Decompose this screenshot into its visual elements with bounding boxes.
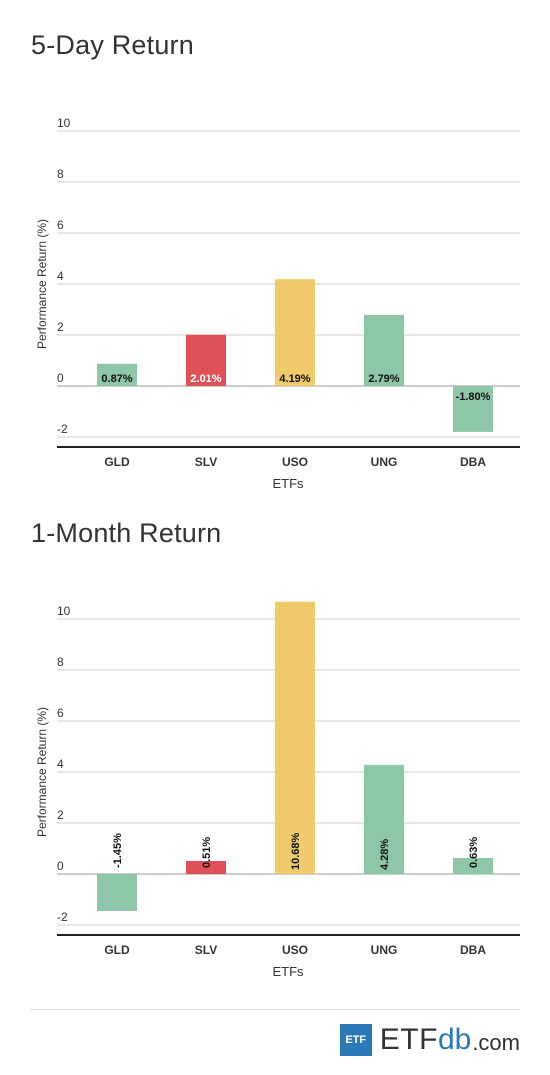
bar-slv	[186, 860, 226, 874]
etfdb-logo-mark: ETF	[339, 1024, 372, 1056]
data-label: -1.80%	[456, 391, 491, 403]
data-label: 2.01%	[190, 373, 221, 385]
etfdb-logo-etf: ETF	[379, 1023, 438, 1056]
etfdb-logo[interactable]: ETF ETF db .com	[339, 1022, 520, 1058]
bar-uso	[275, 601, 315, 874]
data-label: 0.87%	[101, 373, 132, 385]
bar-dba	[453, 857, 493, 874]
x-tick-label: UNG	[371, 943, 398, 957]
footer-divider	[30, 1009, 520, 1010]
chart-5-day-plot: 10 8 6 4 2 0 -2 0.87% GLD 2.01% SLV 4.19% USO 2.79% UN…	[35, 116, 520, 491]
y-tick-label: 6	[57, 706, 64, 720]
x-tick-label: DBA	[460, 943, 486, 957]
data-label: 4.19%	[279, 373, 310, 385]
x-tick-label: DBA	[460, 455, 486, 469]
x-tick-label: USO	[282, 943, 308, 957]
y-tick-label: 6	[57, 218, 64, 232]
data-label: 10.68%	[290, 832, 302, 870]
y-tick-label: 2	[57, 320, 64, 334]
y-axis-title: Performance Return (%)	[35, 707, 49, 837]
bar-ung	[364, 764, 404, 874]
bar-slv	[186, 334, 226, 386]
y-tick-label: 2	[57, 808, 64, 822]
y-tick-label: 0	[57, 371, 64, 385]
y-tick-label: 0	[57, 859, 64, 873]
y-tick-label: 8	[57, 167, 64, 181]
data-label: 0.63%	[468, 837, 480, 868]
bar-gld	[97, 874, 137, 911]
x-tick-label: GLD	[104, 943, 130, 957]
chart-title-1-month: 1-Month Return	[31, 518, 222, 548]
etfdb-logo-db: db	[437, 1023, 472, 1056]
x-tick-label: SLV	[195, 455, 217, 469]
y-tick-label: 10	[57, 604, 71, 618]
data-label: 2.79%	[368, 373, 399, 385]
data-label: 4.28%	[379, 839, 391, 870]
y-tick-label: 4	[57, 757, 64, 771]
x-tick-label: USO	[282, 455, 308, 469]
y-tick-label: -2	[57, 910, 68, 924]
y-tick-label: 10	[57, 116, 71, 130]
x-tick-label: SLV	[195, 943, 217, 957]
y-tick-label: -2	[57, 422, 68, 436]
data-label: 0.51%	[201, 837, 213, 868]
x-axis-title: ETFs	[272, 964, 304, 979]
x-axis-title: ETFs	[272, 476, 304, 491]
y-tick-label: 8	[57, 655, 64, 669]
x-tick-label: GLD	[104, 455, 130, 469]
chart-title-5-day: 5-Day Return	[31, 30, 194, 60]
y-tick-label: 4	[57, 269, 64, 283]
bar-uso	[275, 279, 315, 386]
y-axis-title: Performance Return (%)	[35, 219, 49, 349]
bar-gld	[97, 363, 137, 386]
x-tick-label: UNG	[371, 455, 398, 469]
bar-ung	[364, 314, 404, 386]
bar-dba	[453, 386, 493, 432]
data-label: -1.45%	[112, 833, 124, 868]
etfdb-logo-com: .com	[472, 1030, 520, 1055]
chart-1-month-plot: 10 8 6 4 2 0 -2 -1.45% GLD 0.51% SLV 10.68% USO 4.28%…	[35, 601, 520, 979]
